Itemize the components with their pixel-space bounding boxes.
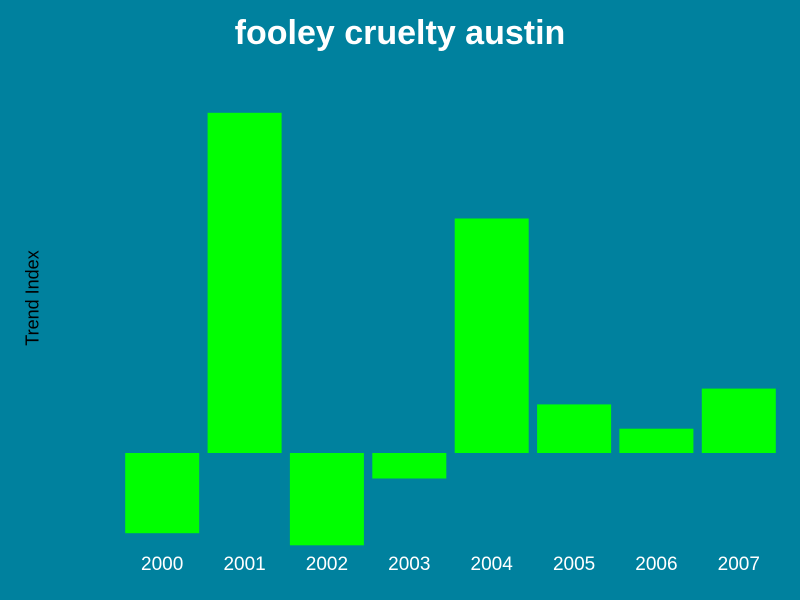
x-tick-labels: 2000 2001 2002 2003 2004 2005 2006 2007 xyxy=(141,554,760,575)
bar-2004 xyxy=(454,218,529,453)
x-tick-label-2006: 2006 xyxy=(635,554,677,575)
bar-2001 xyxy=(207,112,282,454)
x-tick-label-2007: 2007 xyxy=(718,554,760,575)
chart-title: fooley cruelty austin xyxy=(234,14,566,52)
bar-2006 xyxy=(619,428,694,453)
x-tick-label-2004: 2004 xyxy=(471,554,514,575)
x-tick-label-2003: 2003 xyxy=(388,554,430,575)
x-tick-label-2000: 2000 xyxy=(141,554,183,575)
bar-2003 xyxy=(372,453,447,479)
bar-2002 xyxy=(289,453,364,546)
bar-2007 xyxy=(701,388,776,453)
x-tick-label-2002: 2002 xyxy=(306,554,348,575)
x-tick-label-2001: 2001 xyxy=(223,554,265,575)
x-tick-label-2005: 2005 xyxy=(553,554,595,575)
bar-2000 xyxy=(125,453,200,534)
bars-group xyxy=(125,112,776,546)
bar-2005 xyxy=(537,404,612,453)
